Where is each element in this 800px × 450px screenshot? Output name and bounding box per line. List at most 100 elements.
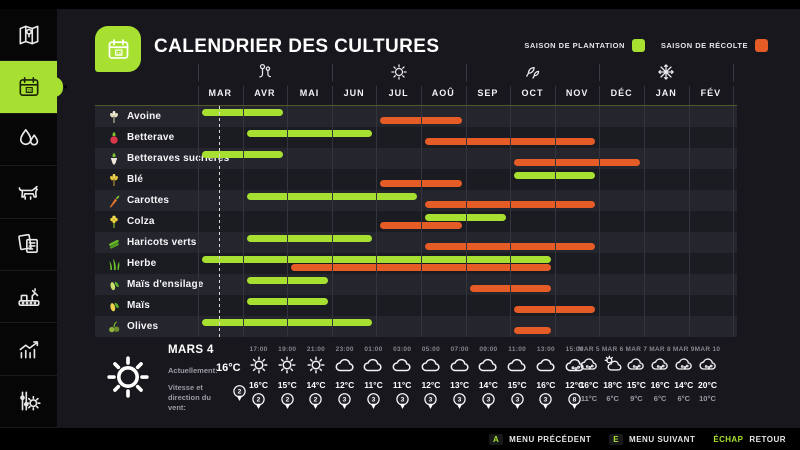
hourly-time: 13:00 — [536, 346, 555, 353]
svg-text:3: 3 — [372, 397, 376, 404]
documents-icon — [17, 234, 38, 254]
page-title: CALENDRIER DES CULTURES — [154, 36, 440, 57]
hourly-wind-badge: 3 — [481, 392, 496, 417]
month-header-JUN: JUN — [343, 88, 365, 98]
daily-high-temp: 16°C — [650, 380, 670, 390]
month-header-DÉC: DÉC — [610, 88, 633, 98]
harvest-bar — [380, 180, 462, 187]
month-gridline — [421, 86, 422, 337]
hourly-sun-icon — [247, 354, 271, 381]
daily-high-temp: 18°C — [603, 380, 623, 390]
plant-bar — [246, 193, 417, 200]
sidebar-item-settings[interactable] — [0, 376, 57, 428]
daily-day: MAR 8 — [649, 346, 671, 353]
sidebar-item-contracts[interactable] — [0, 219, 57, 271]
hourly-wind-badge: 3 — [452, 392, 467, 417]
key-ÉCHAP: ÉCHAP — [713, 434, 744, 444]
month-gridline — [465, 86, 467, 337]
hourly-temp: 14°C — [478, 380, 498, 390]
sidebar-item-animals[interactable] — [0, 166, 57, 219]
crop-icon-sugar-beet — [107, 152, 121, 166]
month-header-NOV: NOV — [565, 88, 589, 98]
sidebar-item-calendar[interactable]: 15 — [0, 61, 57, 114]
stats-icon — [19, 341, 38, 359]
legend: SAISON DE PLANTATION SAISON DE RÉCOLTE — [524, 39, 768, 52]
hourly-cloud-icon — [419, 354, 443, 381]
legend-label: SAISON DE PLANTATION — [524, 41, 625, 50]
legend-swatch-recolte — [755, 39, 768, 52]
season-divider — [198, 64, 199, 81]
hourly-temp: 15°C — [277, 380, 297, 390]
crop-label: Maïs d'ensilage — [127, 279, 204, 290]
sidebar-item-production[interactable] — [0, 271, 57, 324]
sidebar-item-water[interactable] — [0, 114, 57, 167]
harvest-bar — [380, 222, 462, 229]
month-gridline — [510, 86, 512, 337]
hourly-time: 23:00 — [335, 346, 354, 353]
crop-label: Maïs — [127, 300, 151, 311]
crop-label: Colza — [127, 216, 155, 227]
sidebar-item-map[interactable] — [0, 9, 57, 62]
animal-icon — [18, 185, 38, 200]
season-divider — [733, 64, 735, 81]
svg-text:2: 2 — [238, 389, 242, 396]
hourly-cloud-icon — [361, 354, 385, 381]
crop-label: Herbe — [127, 258, 157, 269]
svg-text:2: 2 — [314, 397, 318, 404]
crop-label: Carottes — [127, 195, 170, 206]
month-gridline — [376, 86, 378, 337]
water-drops-icon — [19, 129, 38, 146]
hourly-cloud-icon — [448, 354, 472, 381]
hourly-wind-badge: 3 — [366, 392, 381, 417]
crop-label: Haricots verts — [127, 237, 197, 248]
crop-icon-silage-corn — [107, 278, 121, 292]
crop-label: Blé — [127, 174, 144, 185]
daily-day: MAR 6 — [601, 346, 624, 353]
plant-bar — [246, 130, 373, 137]
hourly-wind-badge: 3 — [423, 392, 438, 417]
month-header-MAI: MAI — [299, 88, 320, 98]
crop-label: Betteraves sucrières — [127, 153, 230, 164]
hint-label: MENU SUIVANT — [629, 434, 696, 444]
plant-bar — [246, 235, 373, 242]
current-date: MARS 4 — [168, 344, 214, 356]
harvest-bar — [291, 264, 551, 271]
hourly-temp: 16°C — [536, 380, 556, 390]
daily-high-temp: 20°C — [698, 380, 717, 390]
harvest-bar — [514, 159, 640, 166]
month-gridline — [331, 86, 333, 337]
month-gridline — [554, 86, 556, 337]
hint-menu-suivant[interactable]: E MENU SUIVANT — [609, 433, 696, 445]
row-stripe — [95, 316, 737, 337]
row-stripe — [95, 211, 737, 232]
season-divider — [331, 64, 333, 81]
sidebar-item-statistics[interactable] — [0, 323, 57, 376]
daily-day: MAR 9 — [672, 346, 695, 353]
legend-item-recolte: SAISON DE RÉCOLTE — [661, 39, 768, 52]
month-header-JAN: JAN — [655, 88, 677, 98]
row-stripe — [95, 127, 737, 148]
crop-icon-red-beet — [107, 131, 121, 145]
plant-bar — [514, 172, 596, 179]
hourly-temp: 12°C — [565, 380, 585, 390]
hourly-cloud-icon — [333, 354, 357, 381]
month-header-FÉV: FÉV — [700, 88, 722, 98]
hint-retour[interactable]: ÉCHAP RETOUR — [713, 435, 786, 444]
month-header-AOÛ: AOÛ — [431, 88, 455, 98]
key-E: E — [609, 433, 624, 445]
crop-icon-wheat — [107, 173, 121, 187]
daily-rain-icon — [649, 354, 671, 379]
daily-high-temp: 14°C — [674, 380, 694, 390]
hint-menu-pr-c-dent[interactable]: A MENU PRÉCÉDENT — [488, 433, 592, 445]
month-header-SEP: SEP — [477, 88, 499, 98]
legend-item-plantation: SAISON DE PLANTATION — [524, 39, 645, 52]
hint-label: MENU PRÉCÉDENT — [509, 434, 592, 444]
svg-text:3: 3 — [515, 397, 519, 404]
hourly-wind-badge: 3 — [395, 392, 410, 417]
month-gridline — [644, 86, 645, 337]
month-gridline — [287, 86, 289, 337]
summer-sun-icon — [389, 62, 409, 82]
hourly-cloud-icon — [534, 354, 558, 381]
svg-text:8: 8 — [573, 397, 577, 404]
svg-text:15: 15 — [116, 50, 121, 55]
